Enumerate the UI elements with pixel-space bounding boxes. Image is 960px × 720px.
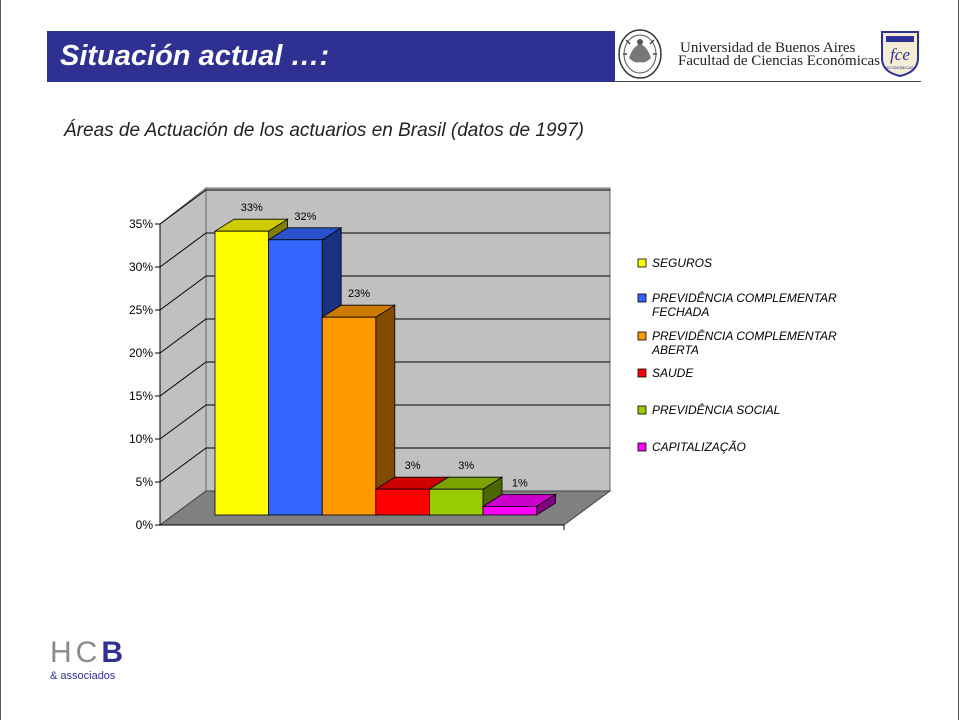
- data-label: 32%: [294, 211, 316, 223]
- gridline-side: [159, 447, 207, 483]
- legend-label: SAUDE: [652, 366, 694, 380]
- y-tick-label: 15%: [129, 389, 153, 403]
- legend-label: PREVIDÊNCIA COMPLEMENTAR: [652, 328, 837, 343]
- gridline-side: [159, 232, 207, 268]
- legend-label: PREVIDÊNCIA COMPLEMENTAR: [652, 290, 837, 305]
- data-label: 33%: [241, 202, 263, 214]
- gridline-side: [159, 404, 207, 440]
- data-label: 1%: [512, 477, 528, 489]
- university-line1: Universidad de Buenos Aires: [680, 40, 856, 56]
- legend-swatch: [637, 368, 647, 378]
- bar: [375, 488, 430, 516]
- slide-frame-right: [958, 0, 959, 720]
- legend-label: SEGUROS: [652, 256, 712, 270]
- hcb-logo: HCB & associados: [50, 636, 128, 683]
- data-label: 3%: [405, 460, 421, 472]
- legend-swatch: [637, 331, 647, 341]
- bar: [214, 230, 269, 516]
- uba-seal-logo: [617, 28, 663, 85]
- hcb-logo-letters: HC: [50, 636, 102, 669]
- bar: [268, 239, 323, 516]
- gridline-side: [159, 318, 207, 354]
- slide-title: Situación actual …:: [60, 40, 330, 72]
- data-label: 3%: [458, 460, 474, 472]
- y-tick-label: 30%: [129, 260, 153, 274]
- y-tick-label: 0%: [136, 518, 154, 532]
- hcb-logo-subtitle: & associados: [50, 670, 116, 682]
- legend-swatch: [637, 442, 647, 452]
- y-tick-label: 25%: [129, 303, 153, 317]
- legend-label: ABERTA: [651, 343, 699, 357]
- fce-logo: fce ECONOMICAS: [880, 28, 920, 83]
- y-tick-label: 20%: [129, 346, 153, 360]
- gridline-side: [159, 361, 207, 397]
- bar: [321, 316, 377, 516]
- chart-subtitle: Áreas de Actuación de los actuarios en B…: [64, 120, 584, 141]
- data-label: 23%: [348, 288, 370, 300]
- legend-label: CAPITALIZAÇÃO: [652, 440, 746, 454]
- bar: [482, 505, 537, 516]
- title-bar: Situación actual …:: [47, 31, 615, 82]
- header-divider: [615, 81, 921, 82]
- legend-swatch: [637, 293, 647, 303]
- y-tick-label: 35%: [129, 217, 153, 231]
- legend-label: PREVIDÊNCIA SOCIAL: [652, 402, 780, 417]
- y-tick-label: 5%: [136, 475, 154, 489]
- svg-text:fce: fce: [890, 45, 910, 64]
- university-line2: Facultad de Ciencias Económicas: [678, 53, 881, 69]
- legend-swatch: [637, 405, 647, 415]
- legend-swatch: [637, 258, 647, 268]
- y-tick-label: 10%: [129, 432, 153, 446]
- legend-label: FECHADA: [652, 305, 709, 319]
- bar: [428, 488, 484, 516]
- svg-text:ECONOMICAS: ECONOMICAS: [886, 65, 914, 70]
- gridline-side: [159, 189, 207, 225]
- gridline-side: [159, 275, 207, 311]
- hcb-logo-b: B: [101, 636, 128, 669]
- slide-frame-left: [0, 0, 1, 720]
